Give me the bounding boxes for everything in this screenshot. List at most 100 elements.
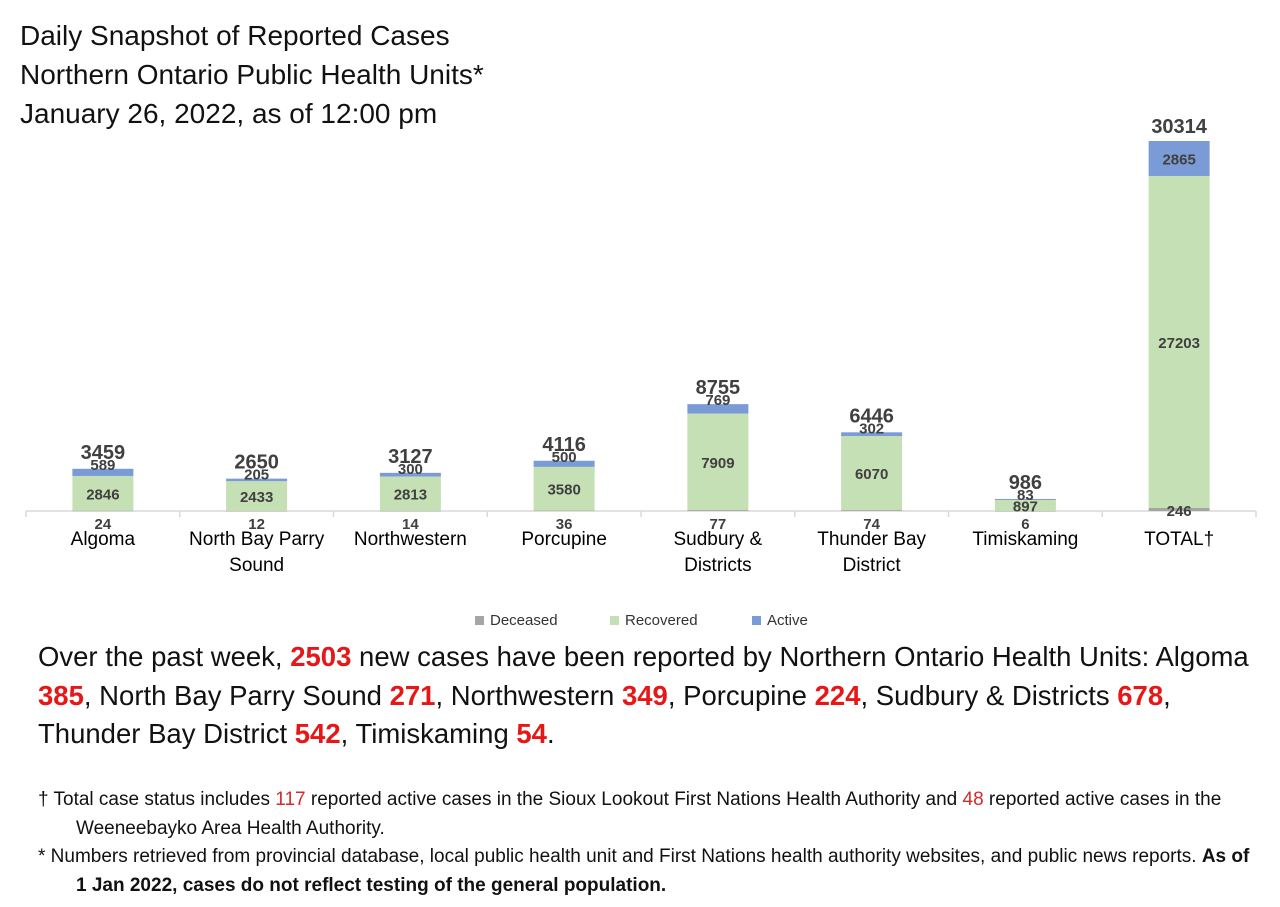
- x-tick-label: TOTAL†: [1144, 529, 1214, 550]
- bar-segment-deceased: [994, 510, 1056, 512]
- legend-swatch: [752, 616, 761, 625]
- legend-swatch: [475, 616, 484, 625]
- bar-segment-deceased: [687, 510, 749, 511]
- x-tick-label: North Bay Parry: [189, 529, 325, 550]
- footnote-bold-text: As of 1 Jan 2022, cases do not reflect t…: [76, 846, 1250, 896]
- summary-thunder-bay: 542: [294, 718, 341, 749]
- summary-text: Over the past week,: [38, 641, 291, 672]
- legend-label: Deceased: [490, 612, 558, 629]
- summary-text: , North Bay Parry Sound: [83, 679, 390, 711]
- bar-segment-recovered: [687, 413, 749, 511]
- weekly-summary: Over the past week, 2503 new cases have …: [38, 638, 1268, 754]
- bar-segment-recovered: [226, 481, 288, 511]
- data-label-recovered: 6070: [855, 466, 888, 483]
- data-label-total: 4116: [542, 434, 585, 456]
- summary-total-new: 2503: [290, 641, 352, 672]
- summary-timiskaming: 54: [516, 718, 547, 749]
- summary-porcupine: 224: [814, 679, 861, 711]
- bar-segment-recovered: [1148, 175, 1210, 508]
- x-tick-label: Porcupine: [521, 529, 607, 550]
- bar-segment-recovered: [72, 475, 134, 511]
- footnote-text: * Numbers retrieved from provincial data…: [38, 846, 1202, 867]
- data-label-recovered: 3580: [547, 482, 580, 499]
- data-label-active: 589: [90, 457, 115, 474]
- footnote-sioux-lookout-count: 117: [275, 789, 306, 810]
- data-label-active: 500: [552, 449, 577, 466]
- x-tick-label: Algoma: [71, 529, 136, 550]
- data-label-deceased: 24: [95, 516, 112, 533]
- data-label-active: 769: [705, 392, 730, 409]
- x-tick-label: District: [843, 555, 902, 576]
- summary-text: , Sudbury & Districts: [860, 679, 1118, 711]
- bar-segment-recovered: [379, 476, 441, 511]
- bar-segment-deceased: [379, 510, 441, 512]
- x-tick-label: Timiskaming: [972, 529, 1078, 550]
- footnotes: † Total case status includes 117 reporte…: [38, 786, 1258, 900]
- data-label-recovered: 27203: [1158, 335, 1200, 352]
- legend-swatch: [610, 616, 619, 625]
- asterisk-footnote: * Numbers retrieved from provincial data…: [38, 843, 1258, 900]
- title-line-3: January 26, 2022, as of 12:00 pm: [20, 98, 438, 129]
- data-label-total: 30314: [1151, 116, 1207, 138]
- title-line-2: Northern Ontario Public Health Units*: [20, 59, 484, 90]
- dagger-footnote: † Total case status includes 117 reporte…: [38, 786, 1258, 843]
- bar-segment-active: [533, 460, 595, 467]
- data-label-active: 83: [1017, 487, 1034, 504]
- summary-text: , Northwestern: [435, 679, 622, 711]
- summary-text: , Thunder Bay District: [38, 679, 1171, 750]
- data-label-recovered: 2846: [86, 486, 119, 503]
- data-label-deceased: 246: [1167, 503, 1192, 520]
- legend-label: Recovered: [625, 612, 698, 629]
- data-label-total: 8755: [696, 377, 741, 399]
- x-tick-label: Sudbury &: [674, 529, 763, 550]
- bar-segment-active: [994, 498, 1056, 500]
- bar-segment-active: [72, 468, 134, 476]
- bar-segment-recovered: [994, 499, 1056, 511]
- footnote-text: reported active cases in the Weeneebayko…: [76, 789, 1222, 839]
- data-label-deceased: 74: [863, 516, 880, 533]
- data-label-active: 2865: [1162, 151, 1195, 168]
- legend-item-deceased: Deceased: [475, 612, 558, 629]
- data-label-deceased: 14: [402, 516, 419, 533]
- data-label-total: 6446: [849, 405, 894, 427]
- bar-segment-deceased: [226, 510, 288, 512]
- bar-segment-deceased: [72, 510, 134, 512]
- x-tick-label: Thunder Bay: [817, 529, 926, 550]
- data-label-recovered: 2433: [240, 489, 273, 506]
- bar-segment-recovered: [533, 466, 595, 511]
- bar-segment-deceased: [1148, 507, 1210, 511]
- summary-northwestern: 349: [621, 679, 668, 711]
- summary-algoma: 385: [38, 679, 84, 711]
- footnote-text: reported active cases in the Sioux Looko…: [305, 789, 963, 810]
- bar-segment-active: [379, 472, 441, 477]
- data-label-recovered: 7909: [701, 455, 734, 472]
- data-label-recovered: 897: [1013, 498, 1038, 515]
- bar-segment-recovered: [841, 436, 903, 511]
- data-label-total: 3127: [388, 446, 433, 468]
- summary-text: new cases have been reported by Northern…: [351, 641, 1249, 672]
- data-label-total: 2650: [234, 452, 279, 474]
- x-tick-label: Districts: [684, 555, 752, 576]
- chart-title: Daily Snapshot of Reported Cases Norther…: [20, 16, 484, 133]
- legend-label: Active: [767, 612, 808, 629]
- bar-segment-active: [841, 432, 903, 437]
- data-label-deceased: 77: [710, 516, 727, 533]
- title-line-1: Daily Snapshot of Reported Cases: [20, 20, 450, 51]
- data-label-active: 300: [398, 461, 423, 478]
- data-label-deceased: 36: [556, 516, 573, 533]
- data-label-total: 3459: [81, 442, 126, 464]
- bar-segment-deceased: [533, 510, 595, 512]
- data-label-recovered: 2813: [394, 487, 427, 504]
- summary-text: , Porcupine: [667, 679, 815, 711]
- legend-item-active: Active: [752, 612, 808, 629]
- summary-text: , Timiskaming: [340, 718, 517, 749]
- summary-text: .: [546, 718, 555, 749]
- data-label-deceased: 6: [1021, 516, 1029, 533]
- x-tick-label: Sound: [229, 555, 284, 576]
- summary-north-bay: 271: [389, 679, 436, 711]
- data-label-active: 302: [859, 420, 884, 437]
- data-label-active: 205: [244, 467, 269, 484]
- footnote-text: † Total case status includes: [38, 789, 276, 810]
- bar-segment-deceased: [841, 510, 903, 511]
- legend-item-recovered: Recovered: [610, 612, 698, 629]
